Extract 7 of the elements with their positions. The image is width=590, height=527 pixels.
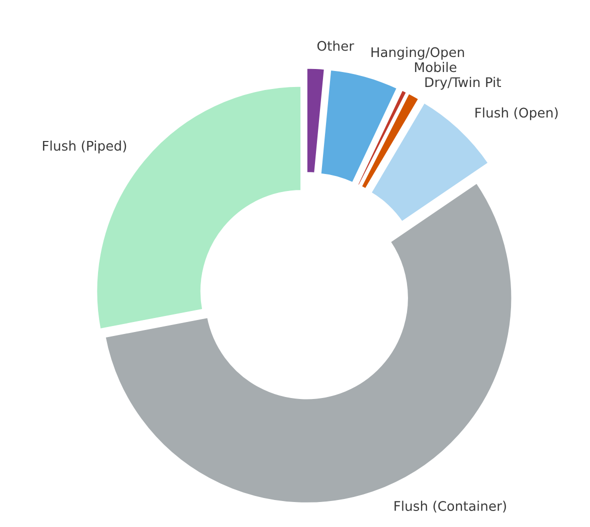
slice-label: Dry/Twin Pit bbox=[425, 76, 502, 90]
slice-label: Flush (Open) bbox=[476, 107, 558, 120]
slice-label: Flush (Piped) bbox=[42, 140, 126, 154]
slice-label: Mobile bbox=[415, 62, 456, 72]
slice-label: Other bbox=[317, 40, 354, 51]
slice-label: Flush (Container) bbox=[394, 500, 506, 513]
slice-label: Hanging/Open bbox=[372, 46, 464, 60]
